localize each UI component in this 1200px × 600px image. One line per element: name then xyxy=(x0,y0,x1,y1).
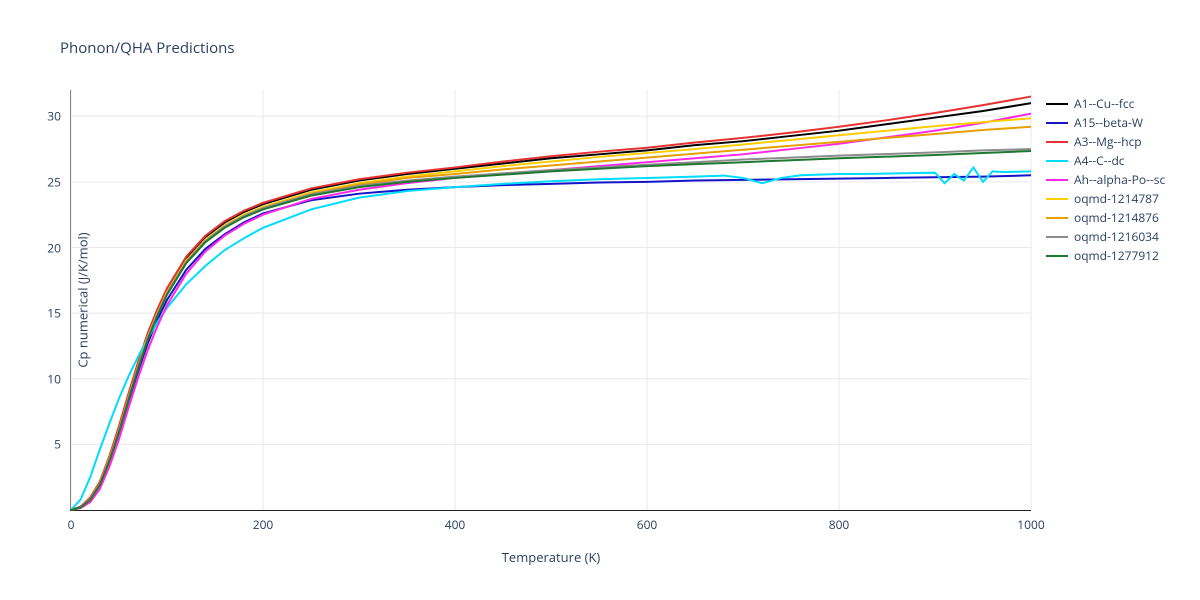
legend-label: A1--Cu--fcc xyxy=(1074,95,1134,112)
y-tick-label: 15 xyxy=(21,305,61,322)
legend-swatch xyxy=(1046,179,1068,181)
x-ticks: 02004006008001000 xyxy=(71,90,1031,510)
y-tick-label: 25 xyxy=(21,173,61,190)
legend-swatch xyxy=(1046,236,1068,238)
legend-label: A15--beta-W xyxy=(1074,114,1143,131)
legend-item[interactable]: oqmd-1216034 xyxy=(1046,227,1165,246)
legend-item[interactable]: A15--beta-W xyxy=(1046,113,1165,132)
legend-item[interactable]: A4--C--dc xyxy=(1046,151,1165,170)
legend-item[interactable]: oqmd-1214876 xyxy=(1046,208,1165,227)
legend-label: Ah--alpha-Po--sc xyxy=(1074,171,1165,188)
x-tick-label: 200 xyxy=(253,516,274,533)
legend-swatch xyxy=(1046,198,1068,200)
legend-swatch xyxy=(1046,122,1068,124)
legend-item[interactable]: A1--Cu--fcc xyxy=(1046,94,1165,113)
x-tick-label: 400 xyxy=(445,516,466,533)
legend-swatch xyxy=(1046,141,1068,143)
x-tick-label: 1000 xyxy=(1017,516,1044,533)
y-tick-label: 10 xyxy=(21,370,61,387)
y-tick-label: 5 xyxy=(21,436,61,453)
y-axis-label: Cp numerical (J/K/mol) xyxy=(74,232,92,367)
legend-label: oqmd-1214787 xyxy=(1074,190,1159,207)
legend-item[interactable]: A3--Mg--hcp xyxy=(1046,132,1165,151)
legend-label: A3--Mg--hcp xyxy=(1074,133,1142,150)
legend-item[interactable]: oqmd-1214787 xyxy=(1046,189,1165,208)
legend-label: oqmd-1214876 xyxy=(1074,209,1159,226)
legend-label: A4--C--dc xyxy=(1074,152,1125,169)
x-tick-label: 800 xyxy=(829,516,850,533)
y-tick-label: 20 xyxy=(21,239,61,256)
legend-label: oqmd-1277912 xyxy=(1074,247,1159,264)
x-axis-label: Temperature (K) xyxy=(502,548,601,566)
legend: A1--Cu--fcc A15--beta-W A3--Mg--hcp A4--C--… xyxy=(1046,94,1165,265)
legend-item[interactable]: oqmd-1277912 xyxy=(1046,246,1165,265)
legend-swatch xyxy=(1046,160,1068,162)
y-tick-label: 30 xyxy=(21,108,61,125)
x-tick-label: 0 xyxy=(68,516,75,533)
legend-swatch xyxy=(1046,217,1068,219)
legend-item[interactable]: Ah--alpha-Po--sc xyxy=(1046,170,1165,189)
legend-swatch xyxy=(1046,103,1068,105)
chart-title: Phonon/QHA Predictions xyxy=(60,38,235,58)
plot-area[interactable]: 51015202530 02004006008001000 Temperatur… xyxy=(70,90,1031,511)
legend-label: oqmd-1216034 xyxy=(1074,228,1159,245)
legend-swatch xyxy=(1046,255,1068,257)
x-tick-label: 600 xyxy=(637,516,658,533)
